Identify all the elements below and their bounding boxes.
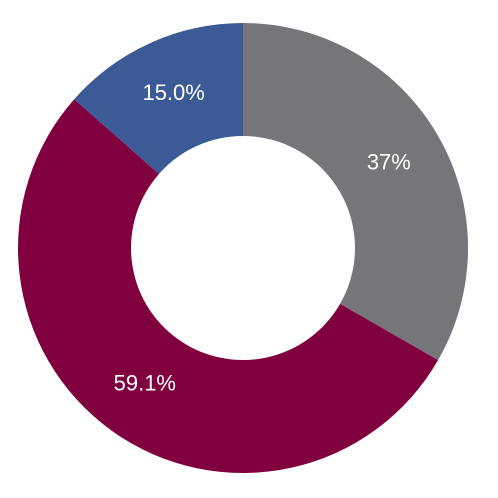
donut-segment [18,99,439,473]
data-label: 37% [367,149,411,174]
data-label: 59.1% [114,371,176,396]
data-label: 15.0% [142,80,204,105]
donut-segment [243,23,469,361]
donut-segment [74,23,243,174]
